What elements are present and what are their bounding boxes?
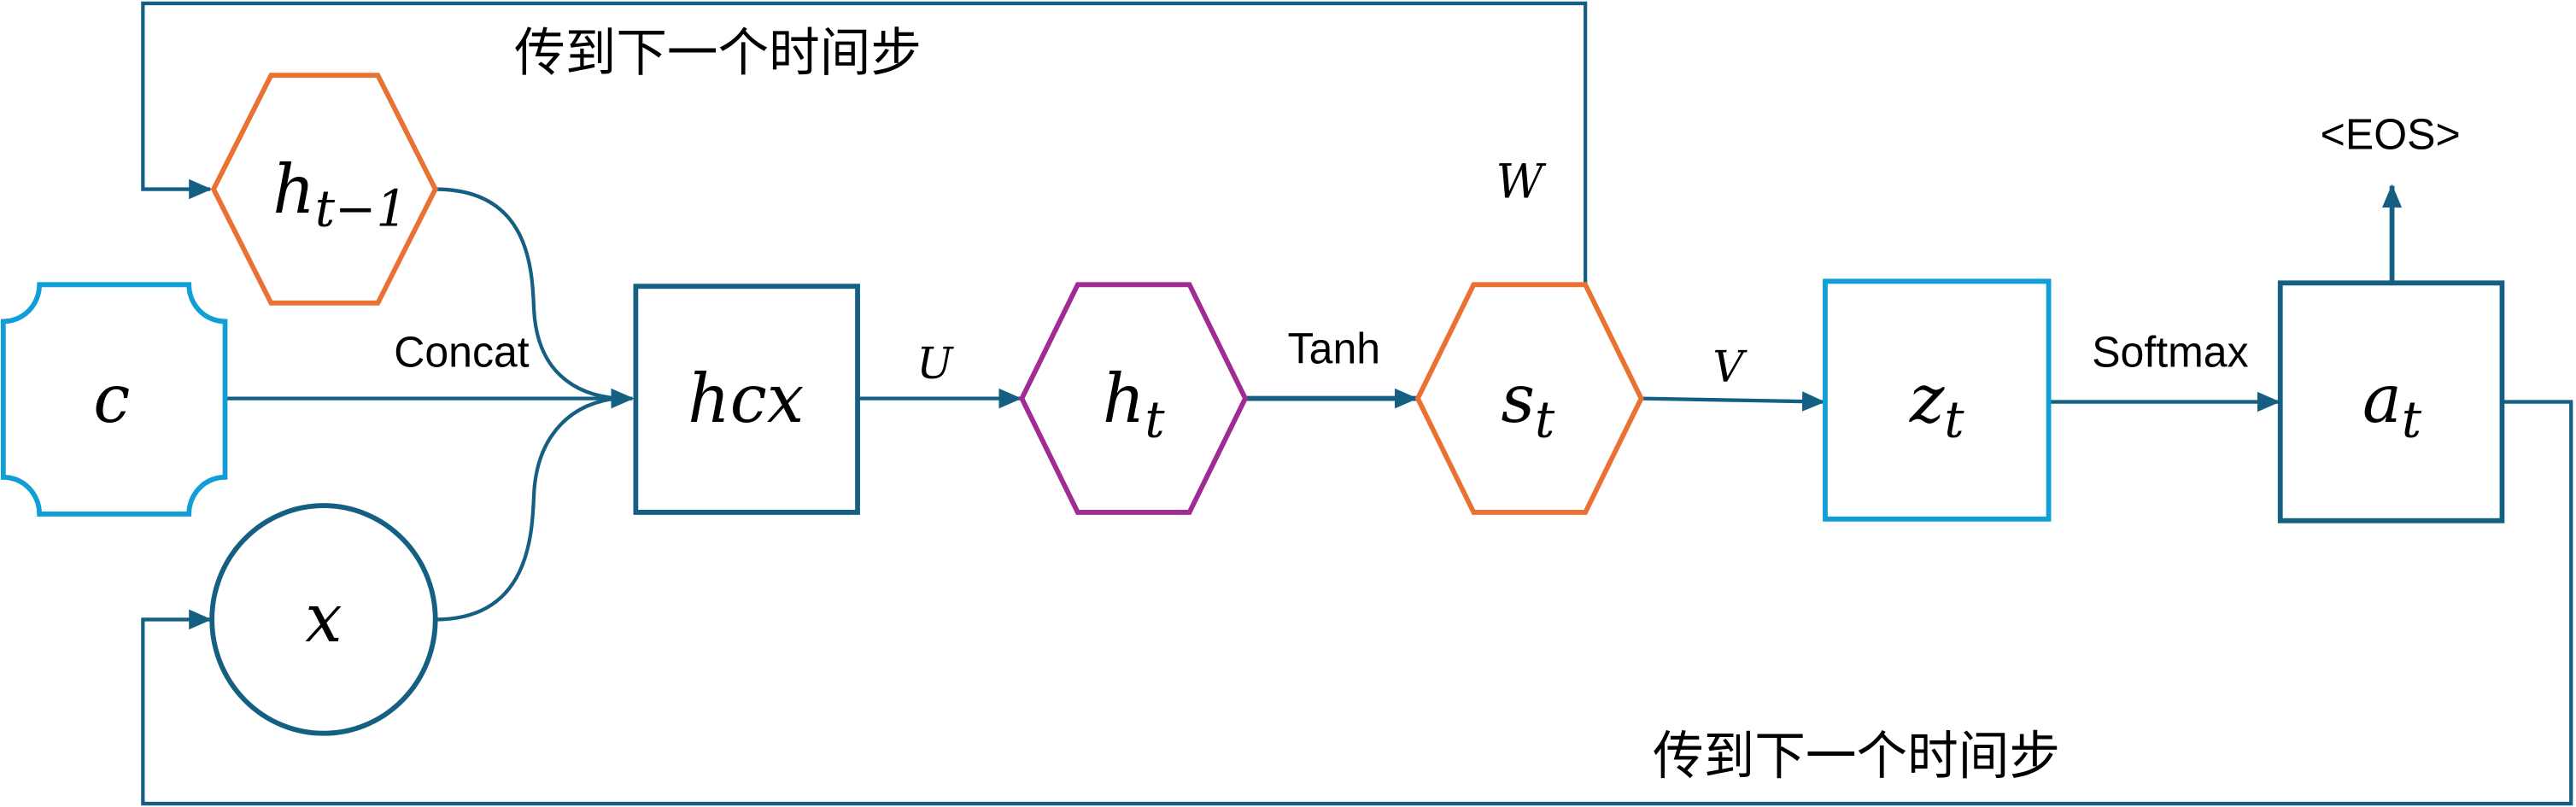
node-c-plaque — [0, 282, 228, 517]
node-h-prev-base: h — [272, 151, 315, 229]
node-hcx-base: hcx — [688, 360, 804, 438]
node-h-prev-label: ht−1 — [272, 151, 407, 237]
eos-token-label: <EOS> — [2321, 109, 2461, 159]
node-h-prev-sub: t−1 — [315, 179, 407, 238]
edge-x-to-hcx — [435, 396, 618, 622]
node-x-base: x — [305, 580, 342, 658]
node-s-t-label: st — [1501, 360, 1554, 448]
node-z-t-sub: t — [1944, 390, 1964, 449]
node-z-t-label: zt — [1909, 360, 1964, 448]
feedback-bottom-line — [141, 400, 2573, 806]
node-h-prev-hexagon — [210, 73, 438, 306]
node-h-t-sub: t — [1145, 390, 1165, 449]
node-h-t-hexagon — [1019, 282, 1249, 515]
node-a-t-sub: t — [2402, 390, 2422, 449]
node-h-t-base: h — [1103, 360, 1145, 438]
edge-label-w: W — [1496, 155, 1547, 209]
node-s-t-base: s — [1501, 360, 1534, 438]
node-x-circle — [209, 503, 438, 736]
node-hcx-label: hcx — [688, 360, 804, 438]
node-a-t-box — [2277, 280, 2505, 523]
node-a-t-base: a — [2362, 360, 2402, 438]
feedback-bottom-caption: 传到下一个时间步 — [1653, 726, 2060, 787]
edge-h-prev-to-hcx — [435, 187, 618, 401]
node-c-base: c — [93, 360, 130, 438]
edge-s-t-to-z-t — [1641, 391, 1825, 412]
node-z-t-box — [1823, 278, 2052, 522]
node-s-t-hexagon — [1414, 282, 1644, 515]
node-s-t-sub: t — [1535, 390, 1555, 449]
node-a-t-label: at — [2362, 360, 2422, 448]
edge-label-tanh: Tanh — [1288, 324, 1380, 373]
node-h-t-label: ht — [1103, 360, 1165, 448]
node-z-t-base: z — [1909, 360, 1946, 438]
feedback-top-line — [141, 1, 1588, 285]
edge-label-u: U — [916, 338, 954, 389]
edge-label-v: V — [1712, 342, 1748, 393]
feedback-top-caption: 传到下一个时间步 — [514, 23, 922, 84]
node-hcx-box — [633, 284, 860, 515]
edge-label-softmax: Softmax — [2092, 327, 2248, 377]
node-x-label: x — [305, 580, 342, 658]
edge-label-concat: Concat — [394, 327, 529, 377]
node-c-label: c — [93, 360, 130, 438]
